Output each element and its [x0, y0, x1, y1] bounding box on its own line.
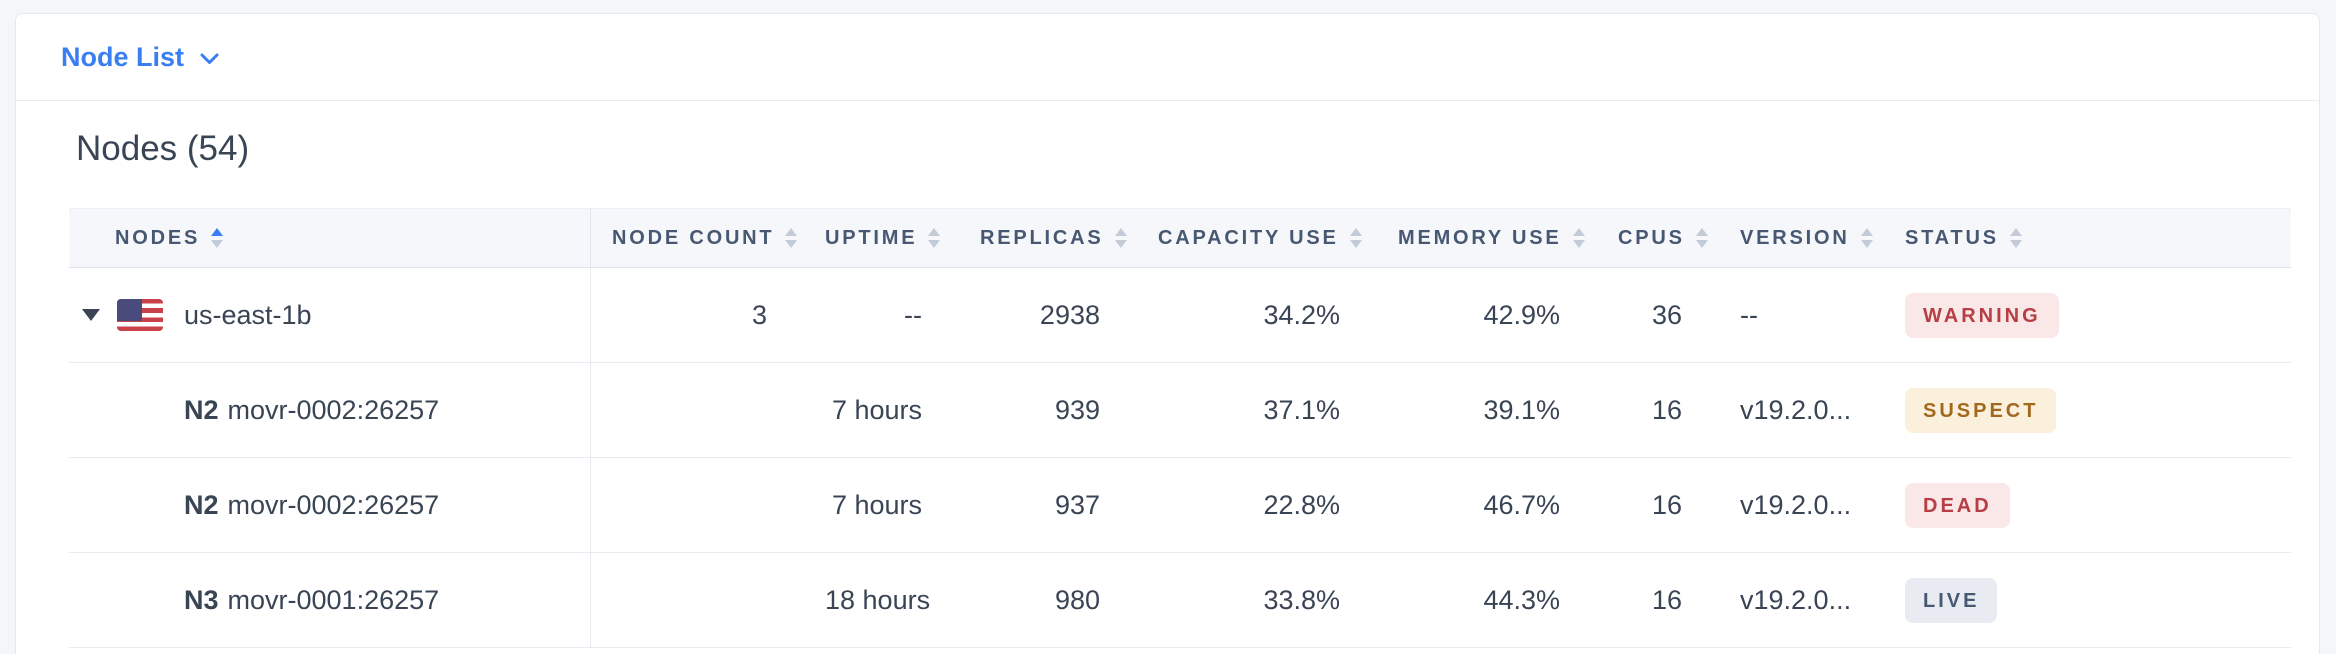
uptime-value: 7 hours [831, 394, 922, 425]
column-header-cpus[interactable]: CPUS [1618, 209, 1740, 267]
nodes-table: NODES NODE COUNT UPTIME REPLICAS CAPACIT… [69, 208, 2291, 648]
column-header-version-label: VERSION [1740, 226, 1850, 249]
status-badge: LIVE [1905, 577, 1998, 623]
column-header-memory-use-label: MEMORY USE [1398, 226, 1562, 249]
node-list-dropdown[interactable]: Node List [61, 42, 220, 73]
cpus-value: 16 [1651, 394, 1682, 425]
replicas-value: 937 [1054, 489, 1100, 520]
node-address[interactable]: movr-0002:26257 [227, 394, 440, 425]
column-header-node-count-label: NODE COUNT [612, 226, 775, 249]
replicas-value: 939 [1054, 394, 1100, 425]
status-badge: SUSPECT [1905, 387, 2057, 433]
node-id[interactable]: N3 [184, 584, 219, 615]
column-header-replicas-label: REPLICAS [980, 226, 1104, 249]
sort-asc-icon[interactable] [211, 228, 224, 248]
node-name-cell: N2 movr-0002:26257 [69, 363, 591, 457]
node-id[interactable]: N2 [184, 394, 219, 425]
node-name-cell: N2 movr-0002:26257 [69, 458, 591, 552]
sort-icon[interactable] [928, 228, 941, 248]
sort-icon[interactable] [1572, 228, 1585, 248]
replicas-value: 980 [1054, 584, 1100, 615]
sort-icon[interactable] [1860, 228, 1873, 248]
status-cell: DEAD [1905, 482, 2291, 528]
sort-icon[interactable] [1114, 228, 1127, 248]
version-value: v19.2.0... [1740, 584, 1852, 615]
cpus-value: 16 [1651, 489, 1682, 520]
column-header-replicas[interactable]: REPLICAS [980, 209, 1158, 267]
column-header-node-count[interactable]: NODE COUNT [591, 209, 825, 267]
capacity-use-value: 37.1% [1263, 394, 1340, 425]
sort-icon[interactable] [785, 228, 798, 248]
column-header-capacity-use-label: CAPACITY USE [1158, 226, 1339, 249]
version-value: -- [1740, 299, 1758, 330]
node-row[interactable]: N2 movr-0002:26257 7 hours 937 22.8% 46.… [69, 458, 2291, 553]
node-address[interactable]: movr-0001:26257 [227, 584, 440, 615]
column-header-uptime[interactable]: UPTIME [825, 209, 980, 267]
column-header-status-label: STATUS [1905, 226, 1999, 249]
uptime-value: 18 hours [825, 584, 931, 615]
node-list-dropdown-label[interactable]: Node List [61, 41, 185, 72]
top-navbar: Node List [16, 14, 2319, 101]
column-header-status[interactable]: STATUS [1905, 209, 2291, 267]
memory-use-value: 39.1% [1483, 394, 1560, 425]
collapse-caret-icon[interactable] [82, 309, 100, 321]
uptime-value: -- [904, 299, 922, 330]
uptime-value: 7 hours [831, 489, 922, 520]
cpus-value: 16 [1651, 584, 1682, 615]
table-header-row: NODES NODE COUNT UPTIME REPLICAS CAPACIT… [69, 208, 2291, 268]
cpus-value: 36 [1651, 299, 1682, 330]
status-cell: WARNING [1905, 292, 2291, 338]
column-header-nodes[interactable]: NODES [69, 209, 591, 267]
column-header-capacity-use[interactable]: CAPACITY USE [1158, 209, 1398, 267]
capacity-use-value: 33.8% [1263, 584, 1340, 615]
chevron-down-icon [200, 53, 219, 64]
version-value: v19.2.0... [1740, 489, 1852, 520]
column-header-version[interactable]: VERSION [1740, 209, 1905, 267]
sort-icon[interactable] [2009, 228, 2022, 248]
us-flag-icon [117, 299, 163, 331]
page-title: Nodes (54) [76, 129, 250, 168]
node-list-card: Node List Nodes (54) NODES NODE COUNT UP… [15, 13, 2320, 654]
status-cell: SUSPECT [1905, 387, 2291, 433]
capacity-use-value: 22.8% [1263, 489, 1340, 520]
node-id[interactable]: N2 [184, 489, 219, 520]
capacity-use-value: 34.2% [1263, 299, 1340, 330]
status-cell: LIVE [1905, 577, 2291, 623]
node-name-cell: N3 movr-0001:26257 [69, 553, 591, 647]
version-value: v19.2.0... [1740, 394, 1852, 425]
sort-icon[interactable] [1349, 228, 1362, 248]
memory-use-value: 46.7% [1483, 489, 1560, 520]
node-count-value: 3 [751, 299, 767, 330]
column-header-uptime-label: UPTIME [825, 226, 918, 249]
region-cell: us-east-1b [69, 268, 591, 362]
status-badge: DEAD [1905, 482, 2010, 528]
column-header-memory-use[interactable]: MEMORY USE [1398, 209, 1618, 267]
column-header-nodes-label: NODES [115, 226, 201, 249]
sort-icon[interactable] [1695, 228, 1708, 248]
memory-use-value: 44.3% [1483, 584, 1560, 615]
region-name[interactable]: us-east-1b [184, 299, 312, 330]
memory-use-value: 42.9% [1483, 299, 1560, 330]
node-row[interactable]: N2 movr-0002:26257 7 hours 939 37.1% 39.… [69, 363, 2291, 458]
column-header-cpus-label: CPUS [1618, 226, 1685, 249]
status-badge: WARNING [1905, 292, 2059, 338]
node-address[interactable]: movr-0002:26257 [227, 489, 440, 520]
table-body: us-east-1b 3 -- 2938 34.2% 42.9% 36 -- W… [69, 268, 2291, 648]
region-group-row[interactable]: us-east-1b 3 -- 2938 34.2% 42.9% 36 -- W… [69, 268, 2291, 363]
replicas-value: 2938 [1039, 299, 1100, 330]
node-row[interactable]: N3 movr-0001:26257 18 hours 980 33.8% 44… [69, 553, 2291, 648]
